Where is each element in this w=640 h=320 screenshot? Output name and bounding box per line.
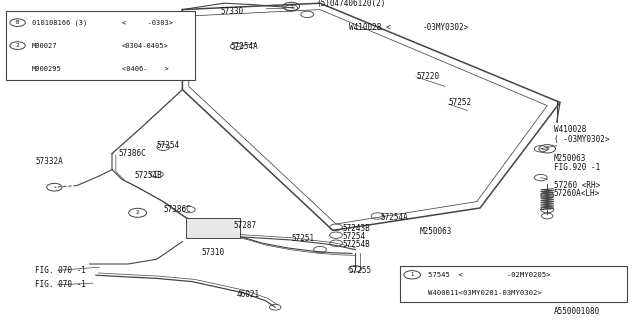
Text: 57287: 57287 — [234, 221, 257, 230]
Text: 57254: 57254 — [342, 232, 365, 241]
Text: <0304-0405>: <0304-0405> — [122, 43, 168, 49]
Text: M00027: M00027 — [32, 43, 58, 49]
Text: 57243B: 57243B — [342, 224, 370, 233]
Text: <0406-    >: <0406- > — [122, 66, 168, 72]
Text: -03MY0302>: -03MY0302> — [422, 23, 468, 32]
Text: 57260A<LH>: 57260A<LH> — [554, 189, 600, 198]
Text: 57260 <RH>: 57260 <RH> — [554, 181, 600, 190]
Text: 57254B: 57254B — [134, 172, 162, 180]
Text: M250063: M250063 — [554, 154, 586, 163]
Text: 2: 2 — [136, 210, 140, 215]
Text: 57254B: 57254B — [342, 240, 370, 249]
Text: 2: 2 — [16, 43, 19, 48]
Text: A550001080: A550001080 — [554, 308, 600, 316]
Text: 1: 1 — [410, 272, 414, 277]
Text: FIG.920 -1: FIG.920 -1 — [554, 164, 600, 172]
Text: 5: 5 — [289, 4, 293, 9]
Text: 57386C: 57386C — [118, 149, 146, 158]
Text: W410028: W410028 — [554, 125, 586, 134]
FancyBboxPatch shape — [400, 266, 627, 302]
Text: B: B — [16, 20, 19, 25]
Text: 57254A: 57254A — [381, 213, 408, 222]
Text: 57332A: 57332A — [35, 157, 63, 166]
Text: W400011<03MY0201-03MY0302>: W400011<03MY0201-03MY0302> — [428, 290, 541, 296]
Text: 57220: 57220 — [416, 72, 439, 81]
Text: M250063: M250063 — [419, 228, 452, 236]
Text: 57251: 57251 — [291, 234, 314, 243]
Text: 57330: 57330 — [221, 7, 244, 16]
Text: ( -03MY0302>: ( -03MY0302> — [554, 135, 609, 144]
Text: FIG. 070 -1: FIG. 070 -1 — [35, 280, 86, 289]
Text: <     -0303>: < -0303> — [122, 20, 173, 26]
Text: 57252: 57252 — [448, 98, 471, 107]
Text: 57254: 57254 — [157, 141, 180, 150]
Text: 010108166 (3): 010108166 (3) — [32, 20, 87, 26]
FancyBboxPatch shape — [6, 11, 195, 80]
Text: FIG. 070 -1: FIG. 070 -1 — [35, 266, 86, 275]
Text: 57255: 57255 — [349, 266, 372, 275]
Text: 1: 1 — [545, 146, 549, 151]
Text: 46021: 46021 — [237, 290, 260, 299]
Text: (5)047406120(2): (5)047406120(2) — [317, 0, 386, 8]
Text: 57386C: 57386C — [163, 205, 191, 214]
FancyBboxPatch shape — [186, 218, 240, 238]
Text: 57545  <          -02MY0205>: 57545 < -02MY0205> — [428, 272, 550, 278]
Text: M000295: M000295 — [32, 66, 61, 72]
Text: 57254A: 57254A — [230, 42, 258, 51]
Text: W410028 <: W410028 < — [349, 23, 390, 32]
Text: 57310: 57310 — [202, 248, 225, 257]
